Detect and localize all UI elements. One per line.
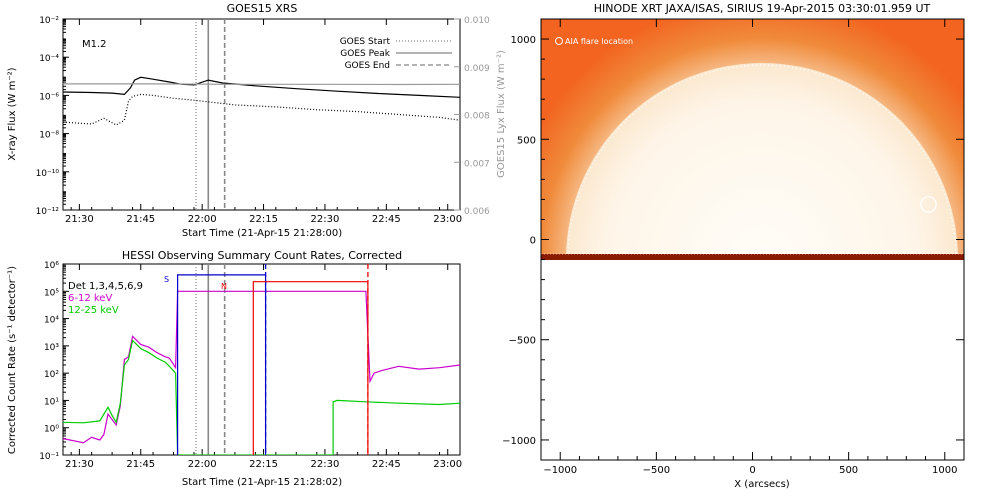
- right-tick-label: 0.008: [464, 112, 490, 122]
- y-tick-label: 10⁻⁸: [39, 131, 59, 141]
- legend-label: 6-12 keV: [68, 293, 112, 304]
- y-tick-label: 10⁻¹⁰: [36, 169, 60, 179]
- x-tick-label: 500: [839, 465, 858, 476]
- y-tick-label: 10⁻¹²: [36, 207, 60, 217]
- goes-xlabel: Start Time (21-Apr-15 21:28:00): [182, 228, 342, 239]
- y-tick-label: 500: [517, 135, 536, 146]
- hessi-marker-lines: [195, 264, 369, 455]
- y-tick-label: 10⁰: [44, 425, 59, 435]
- x-tick-label: 23:00: [433, 214, 462, 225]
- x-tick-label: 22:15: [249, 214, 278, 225]
- solar-disk: [566, 63, 958, 260]
- series-line-0: [63, 76, 460, 98]
- series-line-2: [177, 274, 267, 455]
- hessi-x-axis: 21:30 21:45 22:00 22:15 22:30 22:45 23:00: [65, 264, 462, 470]
- x-tick-label: 22:45: [372, 459, 401, 470]
- y-tick-label: 10³: [44, 343, 59, 353]
- solar-image: [541, 19, 964, 260]
- goes-y-axis: 10⁻¹² 10⁻¹⁰ 10⁻⁸ 10⁻⁶ 10⁻⁴ 10⁻²: [36, 16, 69, 217]
- solar-panel: HINODE XRT JAXA/ISAS, SIRIUS 19-Apr-2015…: [502, 2, 965, 490]
- x-tick-label: −1000: [543, 465, 577, 476]
- hessi-series-group: [63, 274, 460, 455]
- x-tick-label: 1000: [932, 465, 957, 476]
- hessi-flag-n: N: [221, 282, 227, 291]
- hessi-panel: HESSI Observing Summary Count Rates, Cor…: [7, 249, 462, 488]
- y-tick-label: 10⁻¹: [39, 452, 59, 462]
- x-tick-label: 22:30: [311, 214, 340, 225]
- y-tick-label: 1000: [511, 35, 536, 46]
- right-tick-label: 0.010: [464, 16, 490, 26]
- series-line-1: [63, 339, 460, 455]
- right-tick-label: 0.006: [464, 207, 490, 217]
- x-tick-label: 21:45: [126, 214, 155, 225]
- goes-ylabel: X-ray Flux (W m⁻²): [7, 67, 18, 160]
- goes-title: GOES15 XRS: [227, 2, 298, 15]
- x-tick-label: 21:30: [65, 214, 94, 225]
- y-tick-label: −1000: [502, 436, 536, 447]
- y-tick-label: 10⁻⁶: [39, 92, 59, 102]
- legend-label: GOES Peak: [340, 49, 390, 59]
- x-tick-label: 22:30: [311, 459, 340, 470]
- y-tick-label: 10⁻²: [39, 16, 59, 26]
- goes-panel: GOES15 XRS 21:30 21:45 22:00 22:15 22:30 22:4…: [7, 2, 507, 239]
- x-tick-label: −500: [643, 465, 670, 476]
- y-tick-label: −500: [509, 336, 536, 347]
- legend-label: GOES Start: [340, 37, 391, 47]
- solar-xlabel: X (arcsecs): [734, 479, 790, 490]
- x-tick-label: 21:45: [126, 459, 155, 470]
- right-tick-label: 0.007: [464, 159, 490, 169]
- x-tick-label: 21:30: [65, 459, 94, 470]
- goes-flare-class: M1.2: [82, 39, 107, 50]
- y-tick-label: 10⁻⁴: [39, 54, 59, 64]
- series-line-1: [63, 93, 460, 126]
- hessi-ylabel: Corrected Count Rate (s⁻¹ detector⁻¹): [7, 266, 18, 454]
- hessi-xlabel: Start Time (21-Apr-15 21:28:02): [182, 477, 342, 488]
- y-tick-label: 10⁶: [44, 261, 59, 271]
- goes-right-axis: 0.006 0.007 0.008 0.009 0.010: [454, 16, 490, 217]
- y-tick-label: 10¹: [44, 397, 59, 407]
- flare-location-legend-icon: [555, 37, 563, 45]
- series-line-3: [252, 281, 369, 455]
- hessi-flag-s: S: [164, 275, 169, 284]
- right-tick-label: 0.009: [464, 64, 490, 74]
- hessi-y-axis: 10⁻¹ 10⁰ 10¹ 10² 10³ 10⁴ 10⁵ 10⁶: [39, 261, 69, 462]
- image-data-edge: [541, 254, 964, 260]
- flare-location-label: AIA flare location: [565, 37, 633, 46]
- x-tick-label: 23:00: [433, 459, 462, 470]
- solar-title: HINODE XRT JAXA/ISAS, SIRIUS 19-Apr-2015…: [594, 2, 931, 15]
- goes-ylabel-right: GOES15 Lyx Flux (W m⁻²): [496, 50, 507, 178]
- series-line-0: [63, 290, 460, 444]
- x-tick-label: 22:00: [188, 459, 217, 470]
- solar-y-axis: 1000 500 0 −500 −1000: [502, 35, 964, 447]
- flare-location-circle: [920, 196, 937, 213]
- goes-marker-lines: [195, 19, 226, 210]
- x-tick-label: 22:00: [188, 214, 217, 225]
- y-tick-label: 10⁵: [44, 288, 59, 298]
- legend-label: Det 1,3,4,5,6,9: [68, 281, 143, 292]
- y-tick-label: 10⁴: [44, 316, 59, 326]
- y-tick-label: 10²: [44, 370, 59, 380]
- x-tick-label: 22:45: [372, 214, 401, 225]
- x-tick-label: 0: [749, 465, 755, 476]
- solar-x-axis: −1000 −500 0 500 1000: [540, 18, 965, 476]
- hessi-plot-frame: [62, 263, 461, 456]
- x-tick-label: 22:15: [249, 459, 278, 470]
- goes-series-group: [63, 76, 460, 126]
- legend-label: GOES End: [345, 61, 390, 71]
- legend-label: 12-25 keV: [68, 305, 119, 316]
- series-line-2: [63, 83, 460, 86]
- hessi-title: HESSI Observing Summary Count Rates, Cor…: [122, 249, 402, 262]
- y-tick-label: 0: [530, 236, 536, 247]
- goes-x-axis: 21:30 21:45 22:00 22:15 22:30 22:45 23:00: [65, 19, 462, 225]
- goes-legend: GOES Start GOES Peak GOES End: [340, 37, 452, 71]
